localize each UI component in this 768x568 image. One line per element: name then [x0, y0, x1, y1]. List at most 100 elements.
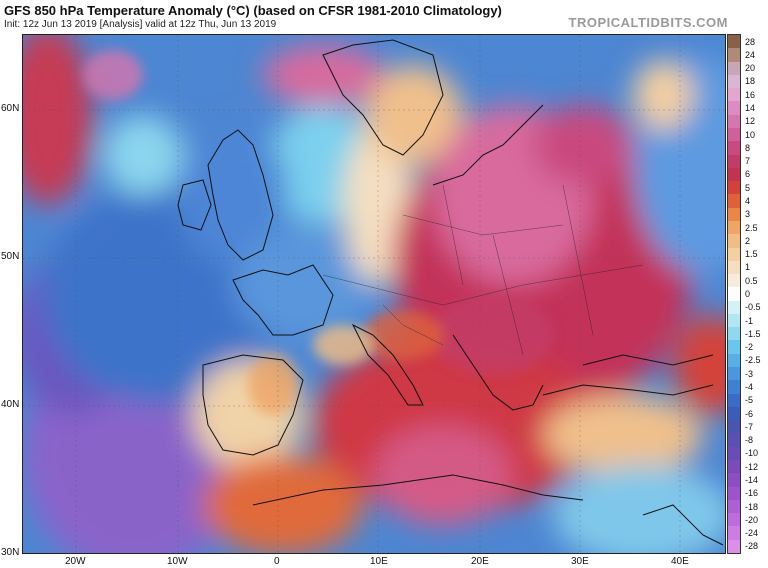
colorbar-cell [728, 380, 740, 395]
colorbar-label: 16 [745, 89, 756, 100]
lat-label-50n: 50N [1, 251, 20, 262]
colorbar-cell [728, 88, 740, 102]
region-warm-iceland-west [23, 35, 93, 205]
colorbar-cell [728, 127, 740, 142]
region-cool-france [233, 230, 373, 340]
colorbar [727, 34, 741, 554]
colorbar-cell [728, 460, 740, 474]
colorbar-label: -5 [745, 395, 754, 406]
colorbar-cell [728, 287, 740, 302]
coastlines [177, 39, 724, 546]
colorbar-cell [728, 74, 740, 89]
colorbar-cell [728, 114, 740, 129]
lat-label-30n: 30N [1, 547, 20, 558]
lon-label-20w: 20W [65, 556, 86, 567]
colorbar-label: 10 [745, 129, 756, 140]
colorbar-label: 24 [745, 49, 756, 60]
chart-subtitle: Init: 12z Jun 13 2019 [Analysis] valid a… [4, 19, 277, 30]
colorbar-cell [728, 61, 740, 76]
colorbar-label: 1 [745, 262, 751, 273]
colorbar-label: -14 [745, 474, 759, 485]
brand-watermark: TROPICALTIDBITS.COM [568, 15, 728, 30]
colorbar-label: -16 [745, 488, 759, 499]
lat-label-40n: 40N [1, 399, 20, 410]
colorbar-cell [728, 433, 740, 448]
colorbar-label: 2 [745, 235, 751, 246]
colorbar-label: 28 [745, 36, 756, 47]
colorbar-label: 6 [745, 169, 751, 180]
colorbar-label: -8 [745, 435, 754, 446]
colorbar-cell [728, 220, 740, 235]
colorbar-cell [728, 393, 740, 408]
colorbar-label: -2.5 [745, 355, 761, 366]
colorbar-label: 0 [745, 289, 751, 299]
colorbar-label: 2.5 [745, 222, 758, 233]
lon-label-20e: 20E [471, 556, 489, 567]
chart-title: GFS 850 hPa Temperature Anomaly (°C) (ba… [4, 3, 502, 18]
colorbar-label: -10 [745, 448, 759, 459]
colorbar-cell [728, 35, 740, 49]
colorbar-cell [728, 101, 740, 116]
colorbar-label: -12 [745, 461, 759, 472]
colorbar-cell [728, 48, 740, 63]
colorbar-cell [728, 446, 740, 461]
lon-label-10e: 10E [370, 556, 388, 567]
colorbar-label: -7 [745, 421, 754, 432]
colorbar-label: 12 [745, 116, 756, 127]
region-warm-north-africa-west [203, 455, 363, 553]
colorbar-cell [728, 141, 740, 156]
lat-label-60n: 60N [1, 103, 20, 114]
region-hot-libya [373, 425, 513, 525]
colorbar-label: 14 [745, 103, 756, 114]
colorbar-label: -3 [745, 368, 754, 379]
lon-label-30e: 30E [571, 556, 589, 567]
colorbar-label: -2 [745, 342, 754, 353]
colorbar-label: -1.5 [745, 328, 761, 339]
colorbar-cell [728, 406, 740, 421]
colorbar-cell [728, 367, 740, 381]
borders [322, 184, 644, 356]
colorbar-label: -0.5 [745, 302, 761, 313]
colorbar-cell [728, 194, 740, 209]
colorbar-label: 1.5 [745, 249, 758, 260]
colorbar-cell [728, 300, 740, 315]
colorbar-cell [728, 340, 740, 355]
colorbar-cell [728, 486, 740, 501]
colorbar-cell [728, 526, 740, 541]
colorbar-cell [728, 167, 740, 182]
colorbar-label: 3 [745, 209, 751, 220]
colorbar-cell [728, 207, 740, 222]
colorbar-label: 0.5 [745, 275, 758, 286]
lon-label-10w: 10W [167, 556, 188, 567]
colorbar-cell [728, 473, 740, 488]
colorbar-label: 5 [745, 182, 751, 193]
colorbar-label: -1 [745, 315, 754, 326]
colorbar-cell [728, 513, 740, 527]
colorbar-label: 20 [745, 63, 756, 74]
colorbar-cell [728, 247, 740, 262]
colorbar-cell [728, 181, 740, 195]
lon-label-0: 0 [274, 556, 280, 567]
lon-label-40e: 40E [671, 556, 689, 567]
colorbar-label: -4 [745, 381, 754, 392]
colorbar-label: 7 [745, 156, 751, 167]
colorbar-label: -20 [745, 514, 759, 525]
region-mild-turkey [543, 395, 703, 475]
anomaly-map [22, 34, 726, 554]
colorbar-cell [728, 353, 740, 368]
colorbar-cell [728, 234, 740, 248]
colorbar-label: -6 [745, 408, 754, 419]
colorbar-cell [728, 539, 740, 554]
colorbar-label: 8 [745, 142, 751, 153]
colorbar-cell [728, 313, 740, 328]
colorbar-cell [728, 327, 740, 341]
colorbar-cell [728, 420, 740, 434]
colorbar-cell [728, 154, 740, 169]
graticule [23, 35, 725, 553]
colorbar-cell [728, 260, 740, 275]
colorbar-cell [728, 499, 740, 514]
colorbar-label: -28 [745, 541, 759, 552]
colorbar-label: 4 [745, 196, 751, 207]
colorbar-label: -18 [745, 501, 759, 512]
colorbar-label: -24 [745, 528, 759, 539]
